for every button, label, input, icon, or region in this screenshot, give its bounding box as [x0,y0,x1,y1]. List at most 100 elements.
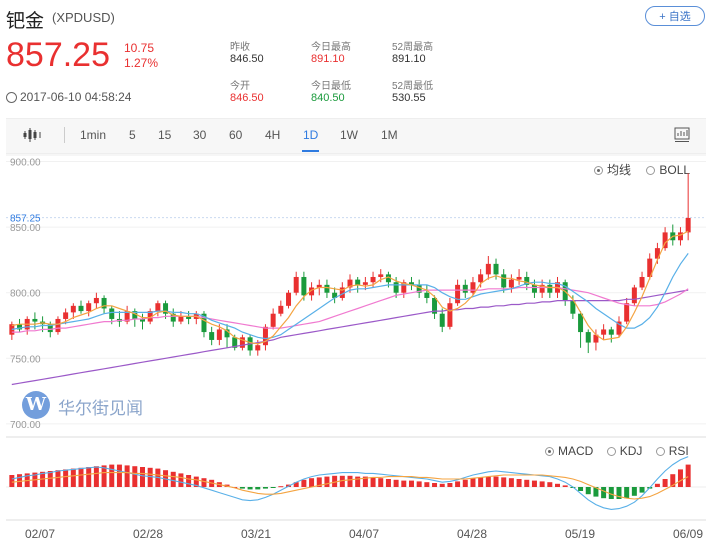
ma60-line [11,289,689,386]
macd-bar [508,478,514,487]
candle-body [170,313,176,322]
tab-1w[interactable]: 1W [340,128,358,142]
candle-body [355,279,361,285]
candle-body [232,337,238,348]
instrument-title: 钯金 [6,11,45,32]
candle-body [347,279,353,288]
x-tick-label: 04/28 [457,527,487,541]
candle-body [662,232,668,249]
macd-bar [493,476,499,487]
macd-bar [201,478,207,487]
candle-body [155,303,161,312]
rsi-label: RSI [668,444,689,458]
radio-icon [606,447,616,456]
candle-body [47,324,53,333]
macd-bar [662,479,668,487]
rsi-option[interactable]: RSI [655,444,689,458]
candle-body [124,311,130,322]
ma20-line [11,286,689,333]
main-indicator-legend: 均线 BOLL [594,161,690,178]
macd-bar [524,479,530,487]
candle-body [608,329,614,335]
tab-15[interactable]: 15 [158,128,172,142]
candle-body [293,276,299,293]
candle-body [17,324,23,330]
macd-bar [432,483,438,487]
ma-option[interactable]: 均线 [594,163,631,177]
macd-bar [78,467,84,487]
candlestick-toggle-icon[interactable] [22,127,42,146]
macd-bar [339,475,345,487]
radio-icon [655,447,665,456]
macd-bar [578,487,584,491]
macd-bar [347,475,353,487]
ma5-line [11,230,689,345]
macd-option[interactable]: MACD [545,444,593,458]
candle-body [424,292,430,298]
macd-bar [601,487,607,499]
candle-body [508,279,514,288]
macd-bar [93,466,99,487]
x-tick-label: 03/21 [241,527,271,541]
macd-bar [670,474,676,487]
tab-1min[interactable]: 1min [80,128,107,142]
ma-label: 均线 [607,163,632,177]
macd-bar [585,487,591,495]
candle-body [93,297,99,304]
kdj-option[interactable]: KDJ [606,444,642,458]
candle-body [601,329,607,335]
macd-bar [324,476,330,487]
candle-body [86,303,92,312]
tab-4h[interactable]: 4H [265,128,281,142]
tab-30[interactable]: 30 [193,128,207,142]
last-price: 857.25 [6,36,110,74]
macd-bar [116,464,122,487]
macd-bar [470,478,476,487]
candle-body [385,274,391,283]
macd-bar [309,478,315,487]
candle-body [478,274,484,283]
add-favorite-button[interactable]: + 自选 [645,6,705,26]
macd-bar [447,483,453,487]
candle-body [32,318,38,322]
tab-60[interactable]: 60 [229,128,243,142]
candle-body [55,318,61,333]
candle-body [654,248,660,259]
x-tick-label: 02/07 [25,527,55,541]
macd-bar [378,478,384,487]
macd-label: MACD [558,444,594,458]
macd-bar [516,479,522,487]
macd-bar [239,487,245,489]
x-tick-label: 02/28 [133,527,163,541]
stat-label: 今开 [230,81,250,92]
watermark-text: 华尔街见闻 [58,399,143,419]
candle-body [401,282,407,293]
tab-5[interactable]: 5 [129,128,136,142]
candle-body [270,313,276,327]
candle-body [408,282,414,285]
candle-body [178,316,184,322]
chart-settings-icon[interactable] [674,127,690,146]
boll-option[interactable]: BOLL [646,163,690,177]
macd-bar [262,487,268,489]
candle-body [332,292,338,298]
candle-body [286,292,292,306]
ma10-line [11,253,689,340]
candle-body [393,282,399,293]
sub-indicator-legend: MACD KDJ RSI [545,444,689,458]
tab-1d[interactable]: 1D [301,128,320,152]
radio-selected-icon [594,166,603,175]
macd-bar [86,467,92,487]
candle-body [447,303,453,327]
tab-1m[interactable]: 1M [381,128,398,142]
x-tick-label: 05/19 [565,527,595,541]
stat-day-high: 今日最高 891.10 [311,38,351,65]
stat-label: 昨收 [230,42,250,53]
candle-body [647,258,653,277]
x-tick-label: 04/07 [349,527,379,541]
macd-bar [593,487,599,497]
candle-body [101,297,107,309]
macd-bar [401,480,407,487]
candle-body [239,337,245,348]
